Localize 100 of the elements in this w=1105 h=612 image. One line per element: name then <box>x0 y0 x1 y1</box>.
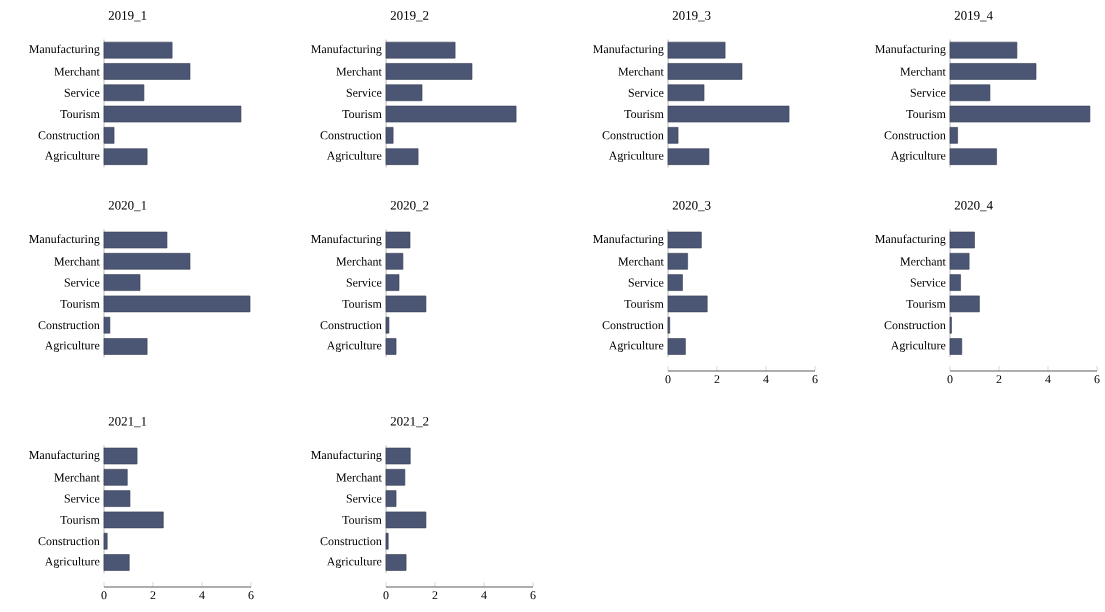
y-tick-label: Tourism <box>342 299 382 308</box>
x-tick-label: 0 <box>947 375 953 384</box>
bar <box>103 63 191 80</box>
y-tick-label: Construction <box>884 131 946 140</box>
bar <box>103 127 115 144</box>
bar <box>103 84 145 102</box>
bar <box>385 532 389 550</box>
bar <box>385 105 517 123</box>
x-tick-label: 4 <box>481 591 487 600</box>
y-tick-label: Construction <box>884 321 946 330</box>
bar <box>949 105 1091 123</box>
bar <box>667 274 683 291</box>
y-tick-label: Manufacturing <box>311 450 382 462</box>
y-tick-label: Agriculture <box>608 151 664 163</box>
y-tick-label: Agriculture <box>44 557 100 568</box>
bar <box>667 231 702 249</box>
chart-title: 2021_1 <box>108 416 147 428</box>
bar <box>949 84 991 102</box>
bar <box>103 338 148 355</box>
y-tick-label: Merchant <box>900 67 946 76</box>
bar <box>949 231 975 249</box>
bar <box>103 231 168 249</box>
bar <box>949 295 980 313</box>
y-tick-label: Service <box>64 494 100 503</box>
bar <box>949 63 1037 80</box>
bar <box>949 148 997 165</box>
bar <box>103 554 130 571</box>
y-tick-label: Construction <box>320 321 382 330</box>
bar <box>385 41 456 59</box>
y-tick-label: Agriculture <box>608 341 664 352</box>
bar <box>103 469 128 486</box>
chart-title: 2020_2 <box>390 200 429 212</box>
y-tick-label: Service <box>64 278 100 287</box>
bar <box>949 253 970 270</box>
y-tick-label: Tourism <box>60 515 100 524</box>
y-tick-label: Manufacturing <box>311 44 382 56</box>
x-tick-label: 2 <box>150 591 156 600</box>
chart-title: 2021_2 <box>390 416 429 428</box>
x-tick-label: 6 <box>1094 375 1100 384</box>
bar <box>385 84 423 102</box>
bar <box>103 316 111 334</box>
y-tick-label: Merchant <box>336 257 382 266</box>
y-tick-label: Merchant <box>618 67 664 76</box>
y-tick-label: Agriculture <box>326 557 382 568</box>
bar <box>103 253 191 270</box>
y-tick-label: Tourism <box>624 110 664 119</box>
bar <box>385 338 397 355</box>
x-tick-label: 0 <box>383 591 389 600</box>
bar <box>949 274 961 291</box>
y-tick-label: Merchant <box>336 67 382 76</box>
bar <box>949 338 963 355</box>
x-tick-label: 2 <box>996 375 1002 384</box>
x-tick-label: 4 <box>763 375 769 384</box>
y-tick-label: Tourism <box>342 110 382 119</box>
bar <box>667 63 743 80</box>
y-tick-label: Agriculture <box>44 341 100 352</box>
bar <box>385 316 390 334</box>
bar <box>667 105 790 123</box>
x-tick-label: 6 <box>812 375 818 384</box>
y-tick-label: Merchant <box>618 257 664 266</box>
bar <box>667 127 679 144</box>
x-tick-label: 2 <box>432 591 438 600</box>
y-tick-label: Service <box>628 88 664 97</box>
y-tick-label: Construction <box>38 321 100 330</box>
y-tick-label: Agriculture <box>890 151 946 163</box>
y-tick-label: Construction <box>602 131 664 140</box>
y-tick-label: Merchant <box>54 67 100 76</box>
bar <box>103 41 173 59</box>
y-tick-label: Construction <box>320 131 382 140</box>
bar <box>103 105 242 123</box>
y-tick-label: Merchant <box>54 257 100 266</box>
y-tick-label: Construction <box>602 321 664 330</box>
y-tick-label: Construction <box>38 131 100 140</box>
bar <box>103 490 131 507</box>
bar <box>667 41 726 59</box>
bar <box>667 84 705 102</box>
y-tick-label: Manufacturing <box>29 44 100 56</box>
bar <box>949 127 958 144</box>
chart-title: 2020_4 <box>954 200 993 212</box>
y-tick-label: Manufacturing <box>875 234 946 246</box>
bar <box>103 274 141 291</box>
chart-title: 2020_3 <box>672 200 711 212</box>
x-tick-label: 4 <box>1045 375 1051 384</box>
bar <box>385 148 419 165</box>
bar <box>385 253 404 270</box>
chart-title: 2020_1 <box>108 200 147 212</box>
bar <box>385 554 407 571</box>
y-tick-label: Manufacturing <box>29 234 100 246</box>
y-tick-label: Manufacturing <box>875 44 946 56</box>
y-tick-label: Service <box>346 88 382 97</box>
bar <box>667 253 688 270</box>
bar <box>103 148 148 165</box>
x-tick-label: 6 <box>248 591 254 600</box>
y-tick-label: Agriculture <box>44 151 100 163</box>
y-tick-label: Manufacturing <box>593 234 664 246</box>
chart-title: 2019_1 <box>108 11 147 22</box>
bar <box>385 231 411 249</box>
bar <box>949 41 1018 59</box>
y-tick-label: Tourism <box>906 299 946 308</box>
y-tick-label: Construction <box>38 537 100 546</box>
